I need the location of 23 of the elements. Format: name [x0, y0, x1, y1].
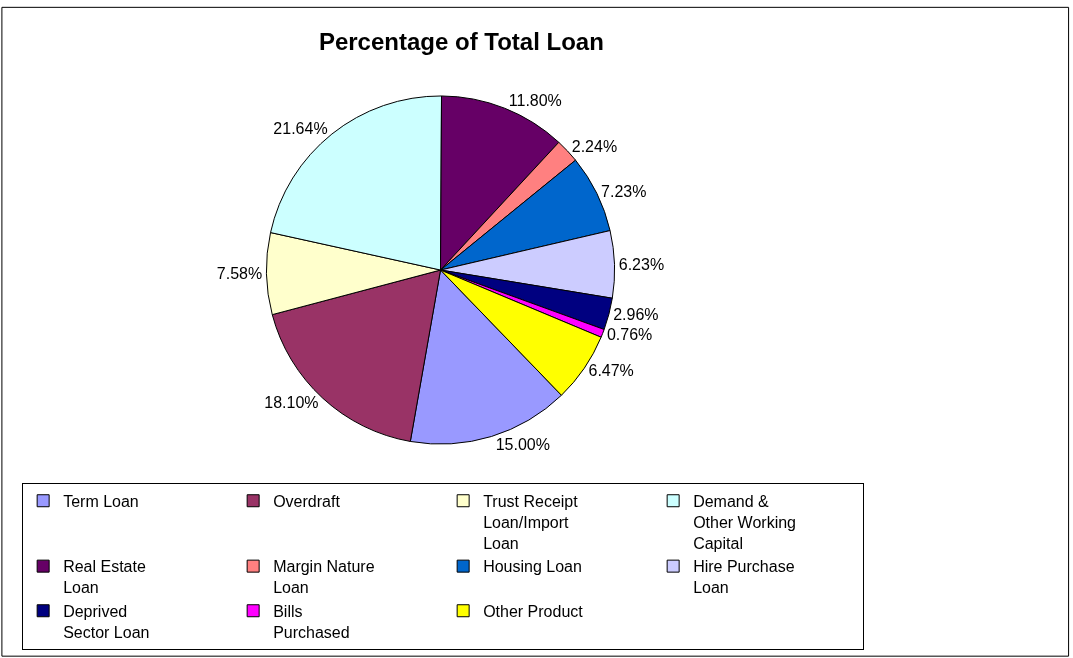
legend-label: Hire Purchase Loan	[693, 558, 795, 597]
data-label: 11.80%	[508, 92, 562, 110]
legend-label: Trust Receipt Loan/Import Loan	[483, 492, 579, 552]
data-label: 7.23%	[601, 183, 647, 201]
data-label: 2.24%	[571, 138, 618, 156]
legend-label: Housing Loan	[483, 558, 582, 576]
data-label: 7.58%	[216, 265, 263, 283]
legend-label: Real Estate Loan	[63, 558, 146, 597]
data-label: 2.96%	[613, 306, 659, 324]
data-label: 6.47%	[588, 362, 634, 380]
data-label: 6.23%	[618, 255, 665, 273]
legend-label: Deprived Sector Loan	[63, 602, 150, 641]
data-label: 0.76%	[606, 326, 653, 344]
legend-label: Demand & Other Working Capital	[693, 492, 797, 552]
data-label: 21.64%	[273, 120, 328, 138]
data-label: 15.00%	[495, 435, 550, 453]
legend-label: Margin Nature Loan	[273, 558, 375, 597]
legend-label: Term Loan	[63, 492, 139, 510]
legend-label: Bills Purchased	[273, 602, 350, 641]
data-label: 18.10%	[264, 394, 319, 412]
chart-title: Percentage of Total Loan	[318, 27, 604, 55]
legend-label: Overdraft	[273, 492, 341, 510]
legend-label: Other Product	[483, 602, 584, 620]
